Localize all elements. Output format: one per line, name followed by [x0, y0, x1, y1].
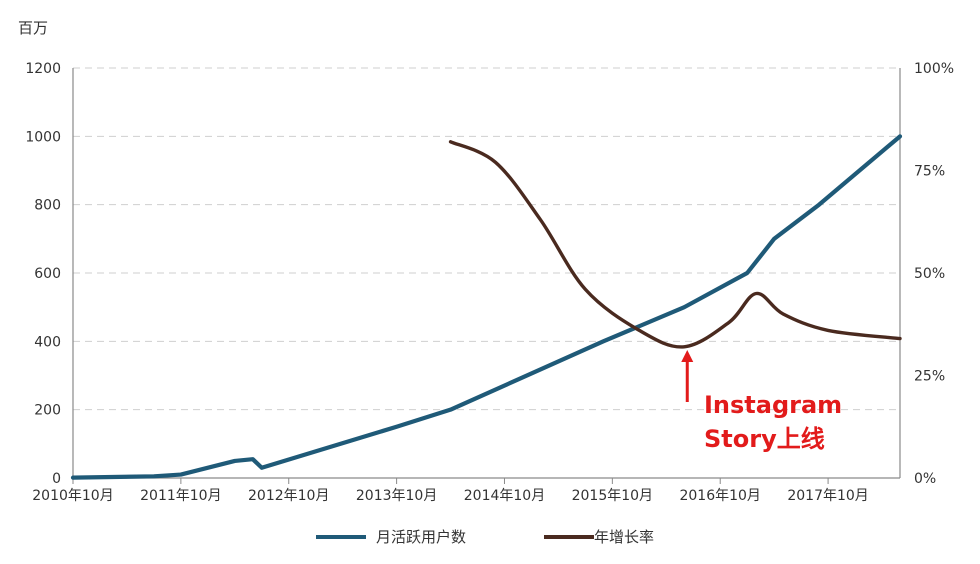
- left-tick-label: 1200: [25, 61, 61, 77]
- left-axis-unit: 百万: [18, 19, 48, 37]
- right-tick-label: 100%: [914, 61, 954, 77]
- right-tick-label: 25%: [914, 369, 945, 385]
- left-tick-label: 0: [52, 471, 61, 487]
- annotation: Instagram Story上线: [681, 350, 842, 453]
- left-y-axis: 0 200 400 600 800 1000 1200: [25, 61, 61, 487]
- annotation-text: Story上线: [704, 425, 825, 453]
- x-tick-label: 2014年10月: [464, 488, 545, 504]
- annotation-text: Instagram: [704, 391, 842, 419]
- left-tick-label: 200: [34, 403, 61, 419]
- left-tick-label: 400: [34, 334, 61, 350]
- x-tick-label: 2017年10月: [787, 488, 868, 504]
- x-tick-label: 2013年10月: [356, 488, 437, 504]
- left-tick-label: 1000: [25, 129, 61, 145]
- series-lines: [70, 134, 903, 480]
- annotation-arrow-head: [681, 350, 694, 362]
- left-tick-label: 800: [34, 198, 61, 214]
- x-tick-label: 2016年10月: [679, 488, 760, 504]
- x-axis: 2010年10月 2011年10月 2012年10月 2013年10月 2014年10月…: [32, 478, 869, 504]
- right-tick-label: 0%: [914, 471, 936, 487]
- legend-label-1: 年增长率: [594, 528, 654, 546]
- series-line-0: [70, 134, 903, 480]
- right-tick-label: 75%: [914, 164, 945, 180]
- series-line-1: [448, 140, 902, 349]
- legend: 月活跃用户数 年增长率: [316, 528, 654, 546]
- right-y-axis: 0% 25% 50% 75% 100%: [914, 61, 954, 487]
- x-tick-label: 2011年10月: [140, 488, 221, 504]
- x-tick-label: 2010年10月: [32, 488, 113, 504]
- right-tick-label: 50%: [914, 266, 945, 282]
- x-tick-label: 2012年10月: [248, 488, 329, 504]
- x-tick-label: 2015年10月: [572, 488, 653, 504]
- legend-label-0: 月活跃用户数: [376, 528, 466, 546]
- grid-lines: [73, 67, 900, 411]
- left-tick-label: 600: [34, 266, 61, 282]
